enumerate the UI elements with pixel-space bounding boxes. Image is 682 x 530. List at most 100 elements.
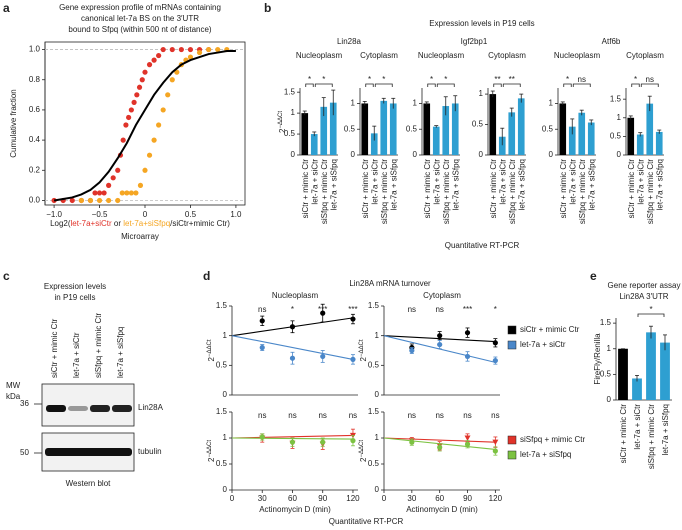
bar: [370, 133, 378, 155]
point: [464, 435, 471, 441]
y-tick-label: 0: [375, 390, 380, 399]
bar: [517, 98, 525, 155]
y-tick-label: 0.5: [216, 360, 228, 369]
bar: [423, 103, 431, 155]
x-tick-label: siSfpq + mimic Ctr: [442, 159, 451, 224]
y-axis-label: 2−ΔΔCt: [207, 339, 217, 361]
significance-label: ns: [258, 305, 266, 314]
significance-bracket: [314, 83, 333, 87]
panel-label: a: [3, 1, 10, 15]
y-axis-label: FireFly/Renilla: [593, 333, 602, 385]
cdf-point: [156, 52, 162, 59]
point: [437, 341, 443, 348]
chart-title: Gene expression profile of mRNAs contain…: [59, 3, 221, 12]
y-tick-label: 0.4: [29, 135, 41, 144]
point: [492, 340, 498, 346]
x-tick-label: let-7a + siSfpq: [451, 159, 460, 210]
x-tick-label: 90: [318, 494, 327, 503]
bar: [646, 103, 654, 155]
chart-title: canonical let-7a BS on the 3′UTR: [81, 14, 199, 23]
x-tick-label: let-7a + siCtr: [636, 159, 645, 205]
cdf-point: [106, 182, 112, 188]
chart-title: Cytoplasm: [360, 51, 398, 60]
significance-label: ns: [258, 411, 266, 420]
point: [289, 439, 296, 445]
x-tick-label: 120: [489, 494, 503, 503]
error-bar: [331, 89, 336, 116]
x-label-part: or: [112, 219, 124, 228]
x-tick-label: siCtr + mimic Ctr: [301, 159, 310, 219]
panel-label: e: [590, 269, 597, 283]
significance-bracket: [502, 83, 521, 87]
point: [492, 448, 498, 454]
gene-label: Lin28a: [337, 37, 362, 46]
significance-bracket: [563, 83, 572, 87]
x-axis-label: Microarray: [121, 232, 159, 241]
significance-label: *: [494, 305, 497, 314]
bar: [489, 94, 497, 155]
y-tick-label: 1.5: [610, 94, 622, 103]
error-bar: [519, 93, 524, 103]
bar: [618, 348, 628, 400]
cdf-line: [53, 50, 236, 202]
cdf-point: [206, 46, 212, 53]
y-tick-label: 0.5: [406, 124, 418, 133]
y-tick-label: 0: [479, 150, 484, 159]
cdf-point: [131, 99, 137, 105]
x-label-part: let-7a+siCtr: [71, 219, 112, 228]
bar: [432, 126, 440, 155]
trend-line: [231, 335, 354, 360]
bar: [310, 134, 318, 155]
cdf-point: [139, 77, 145, 83]
cdf-point: [128, 190, 134, 196]
point: [289, 355, 296, 361]
point: [259, 344, 265, 351]
y-tick-label: 0: [223, 390, 228, 399]
significance-label: ***: [348, 305, 357, 314]
y-tick-label: 1: [223, 331, 228, 340]
y-tick-label: 1.5: [216, 301, 228, 310]
x-tick-label: siSfpq + mimic Ctr: [380, 159, 389, 224]
error-bar: [434, 125, 439, 128]
kda-label: kDa: [6, 392, 21, 401]
chart-title: bound to Sfpq (within 500 nt of distance…: [68, 25, 212, 34]
error-bar: [560, 101, 565, 106]
significance-bracket: [631, 83, 640, 87]
y-axis-label: Cumulative fraction: [9, 89, 18, 157]
cdf-point: [124, 190, 130, 196]
cdf-point: [115, 167, 121, 173]
bar: [587, 122, 595, 155]
chart-title: Nucleoplasm: [418, 51, 465, 60]
cdf-point: [115, 197, 121, 204]
chart-title: Cytoplasm: [423, 291, 461, 300]
cdf-point: [87, 197, 94, 204]
error-bar: [570, 118, 575, 135]
marker-label: 36: [20, 399, 29, 408]
y-tick-label: 1.5: [284, 87, 296, 96]
x-tick-label: 0: [143, 210, 148, 219]
ylabel-sup: −ΔΔCt: [278, 111, 284, 129]
panel-title: Expression levels: [44, 282, 106, 291]
y-tick-label: 0.5: [368, 459, 380, 468]
cdf-point: [120, 137, 126, 143]
chart-title: Nucleoplasm: [296, 51, 343, 60]
band: [112, 405, 132, 412]
x-label-part: Log2(: [50, 219, 71, 228]
point: [320, 353, 326, 360]
y-tick-label: 1: [375, 331, 380, 340]
x-tick-label: 60: [435, 494, 444, 503]
x-tick-label: let-7a + siSfpq: [517, 159, 526, 210]
x-tick-label: let-7a + siCtr: [370, 159, 379, 205]
y-tick-label: 0.8: [29, 75, 41, 84]
y-tick-label: 1.5: [368, 301, 380, 310]
y-tick-label: 1: [413, 99, 418, 108]
x-tick-label: let-7a + siCtr: [633, 404, 642, 450]
x-tick-label: siSfpq + mimic Ctr: [578, 159, 587, 224]
significance-label: *: [322, 75, 325, 84]
x-tick-label: siCtr + mimic Ctr: [423, 159, 432, 219]
legend-swatch: [507, 450, 517, 460]
x-tick-label: 90: [463, 494, 472, 503]
y-tick-label: 1: [617, 113, 622, 122]
x-tick-label: siSfpq + mimic Ctr: [647, 404, 656, 469]
error-bar: [509, 107, 514, 117]
